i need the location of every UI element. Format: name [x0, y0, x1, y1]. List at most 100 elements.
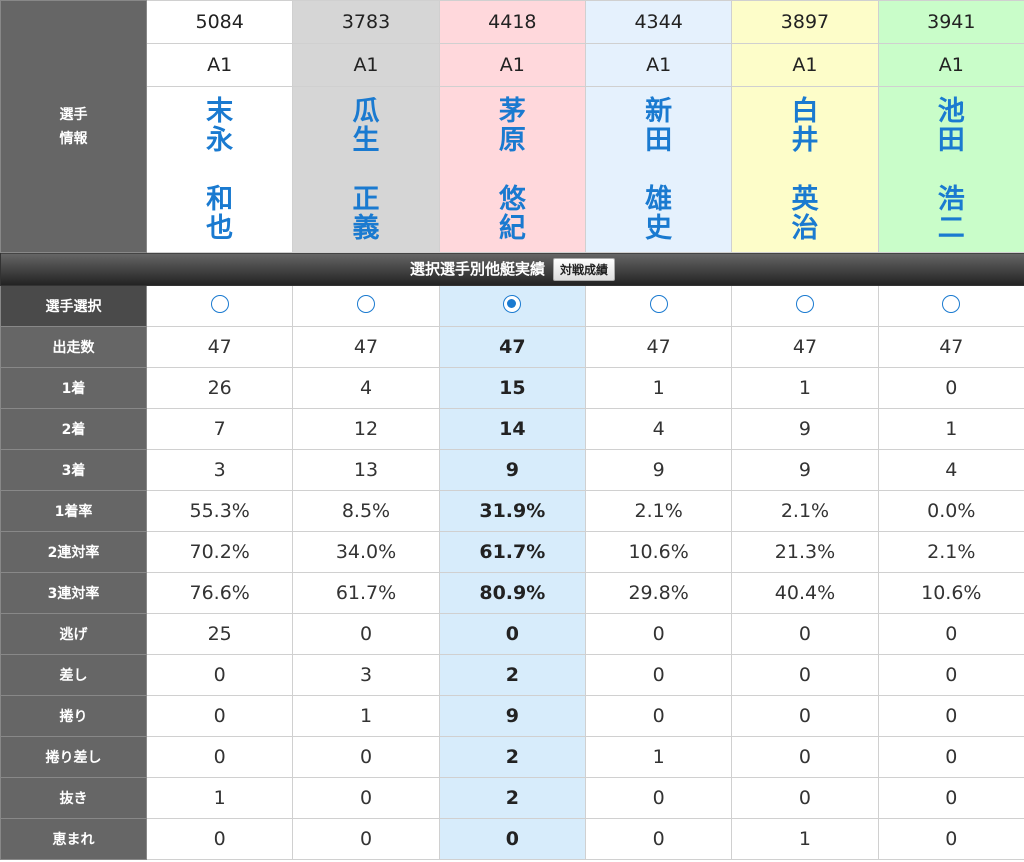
- radio-button[interactable]: [942, 294, 961, 313]
- stat-value: 0: [292, 736, 440, 778]
- racer-radio-cell[interactable]: [438, 285, 586, 327]
- racer-class: A1: [145, 43, 294, 87]
- stat-value: 15: [438, 367, 586, 409]
- racer-name-link[interactable]: 瓜 生正 義: [292, 86, 440, 253]
- racer-number: 3941: [877, 0, 1024, 44]
- stat-value: 3: [292, 654, 440, 696]
- radio-button[interactable]: [649, 294, 668, 313]
- racer-name-link[interactable]: 新 田雄 史: [584, 86, 733, 253]
- stat-value: 4: [584, 408, 733, 450]
- racer-surname: 瓜 生: [352, 95, 380, 156]
- racer-name-link[interactable]: 末 永和 也: [145, 86, 294, 253]
- stat-value: 0: [292, 818, 440, 860]
- stat-value: 2: [438, 736, 586, 778]
- stat-value: 0: [292, 613, 440, 655]
- section-header: 選択選手別他艇実績 対戦成績: [0, 252, 1024, 286]
- stat-value: 4: [292, 367, 440, 409]
- racer-class-row: A1 A1 A1 A1 A1 A1: [1, 43, 1024, 87]
- stat-value: 1: [877, 408, 1024, 450]
- stat-value: 40.4%: [731, 572, 879, 614]
- stat-value: 47: [584, 326, 733, 368]
- stat-value: 2.1%: [731, 490, 879, 532]
- section-bar: 選択選手別他艇実績 対戦成績: [0, 252, 1024, 286]
- stat-value: 34.0%: [292, 531, 440, 573]
- racer-radio-cell[interactable]: [145, 285, 294, 327]
- stat-value: 0: [584, 654, 733, 696]
- racer-given-name: 正 義: [352, 183, 380, 244]
- stat-row: 3連対率 76.6% 61.7% 80.9% 29.8% 40.4% 10.6%: [0, 572, 1024, 614]
- stat-value: 2: [438, 654, 586, 696]
- stat-row: 捲り 0 1 9 0 0 0: [0, 695, 1024, 737]
- stat-value: 1: [731, 367, 879, 409]
- stat-value: 26: [145, 367, 294, 409]
- stat-value: 14: [438, 408, 586, 450]
- racer-given-name: 英 治: [791, 183, 819, 244]
- stat-value: 55.3%: [145, 490, 294, 532]
- stat-value: 0: [731, 736, 879, 778]
- stat-label: 捲り: [0, 695, 147, 737]
- radio-button[interactable]: [503, 294, 522, 313]
- stat-value: 47: [731, 326, 879, 368]
- racer-number: 3897: [731, 0, 879, 44]
- stat-value: 47: [145, 326, 294, 368]
- racer-name-link[interactable]: 白 井英 治: [731, 86, 879, 253]
- stat-label: 捲り差し: [0, 736, 147, 778]
- stat-value: 4: [877, 449, 1024, 491]
- racer-number-row: 選手 情報 5084 3783 4418 4344 3897 3941: [0, 0, 1024, 253]
- racer-surname: 池 田: [937, 95, 965, 156]
- radio-button[interactable]: [356, 294, 375, 313]
- stat-row: 抜き 1 0 2 0 0 0: [0, 777, 1024, 819]
- stat-value: 9: [438, 449, 586, 491]
- racer-class: A1: [877, 43, 1024, 87]
- stat-label: 3連対率: [0, 572, 147, 614]
- stat-value: 0: [438, 818, 586, 860]
- stat-value: 47: [877, 326, 1024, 368]
- racer-class: A1: [292, 43, 440, 87]
- stat-value: 2.1%: [877, 531, 1024, 573]
- racer-radio-cell[interactable]: [731, 285, 879, 327]
- racer-radio-cell[interactable]: [292, 285, 440, 327]
- racer-surname: 茅 原: [498, 95, 526, 156]
- stat-label: 3着: [0, 449, 147, 491]
- racer-number: 3783: [292, 0, 440, 44]
- racer-name-link[interactable]: 池 田浩 二: [877, 86, 1024, 253]
- racer-radio-cell[interactable]: [877, 285, 1024, 327]
- radio-button[interactable]: [795, 294, 814, 313]
- racer-number: 4418: [438, 0, 586, 44]
- racer-surname: 新 田: [645, 95, 673, 156]
- stat-row: 1着 26 4 15 1 1 0: [0, 367, 1024, 409]
- stat-value: 0: [145, 736, 294, 778]
- stat-value: 9: [438, 695, 586, 737]
- stat-value: 9: [731, 449, 879, 491]
- stat-value: 47: [438, 326, 586, 368]
- stat-row: 逃げ 25 0 0 0 0 0: [0, 613, 1024, 655]
- stat-value: 0: [145, 818, 294, 860]
- stat-value: 61.7%: [438, 531, 586, 573]
- racer-radio-cell[interactable]: [584, 285, 733, 327]
- stat-value: 31.9%: [438, 490, 586, 532]
- stat-label: 2連対率: [0, 531, 147, 573]
- stat-value: 10.6%: [877, 572, 1024, 614]
- stat-value: 3: [145, 449, 294, 491]
- stat-value: 1: [584, 367, 733, 409]
- stat-row: 2着 7 12 14 4 9 1: [0, 408, 1024, 450]
- stat-label: 恵まれ: [0, 818, 147, 860]
- racer-surname: 末 永: [206, 95, 234, 156]
- stat-value: 0: [731, 654, 879, 696]
- stat-value: 0: [877, 654, 1024, 696]
- racer-class: A1: [438, 43, 586, 87]
- stat-value: 0: [877, 367, 1024, 409]
- racer-number: 5084: [145, 0, 294, 44]
- stat-value: 0: [877, 736, 1024, 778]
- racer-number: 4344: [584, 0, 733, 44]
- stat-value: 0: [292, 777, 440, 819]
- stat-value: 80.9%: [438, 572, 586, 614]
- stat-value: 2.1%: [584, 490, 733, 532]
- stat-value: 0: [584, 695, 733, 737]
- racer-name-link[interactable]: 茅 原悠 紀: [438, 86, 586, 253]
- radio-button[interactable]: [210, 294, 229, 313]
- stat-value: 76.6%: [145, 572, 294, 614]
- head-to-head-button[interactable]: 対戦成績: [552, 257, 615, 281]
- stat-value: 0: [584, 818, 733, 860]
